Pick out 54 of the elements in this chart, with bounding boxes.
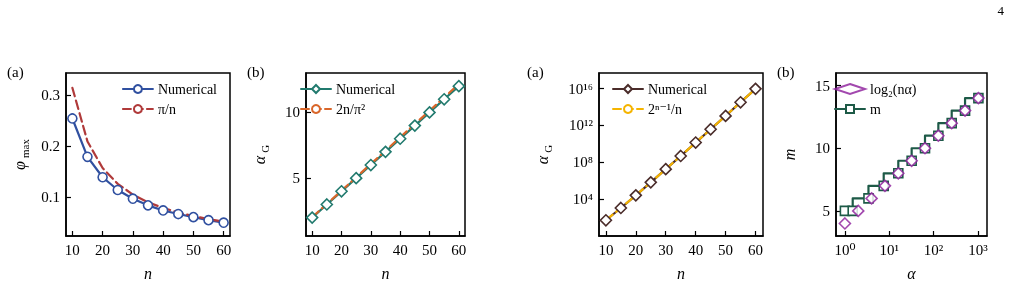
x-tick-label: 60 <box>216 241 232 258</box>
legend-label: m <box>870 101 881 117</box>
x-axis-title: n <box>144 264 152 282</box>
chart-title: (a) <box>527 63 544 81</box>
x-tick-label: 30 <box>363 241 379 258</box>
y-tick-label: 10⁸ <box>572 154 593 171</box>
y-tick-label: 0.3 <box>41 86 60 103</box>
y-tick-label: 10¹⁶ <box>568 80 593 97</box>
x-tick-label: 40 <box>688 241 704 258</box>
x-axis-title: n <box>677 264 685 282</box>
legend-label: Numerical <box>157 81 218 97</box>
y-tick-label: 5 <box>822 202 830 219</box>
x-tick-label: 10⁰ <box>834 241 856 258</box>
x-tick-label: 30 <box>125 241 141 258</box>
x-tick-label: 50 <box>422 241 437 258</box>
x-tick-label: 10 <box>304 241 320 258</box>
x-tick-label: 20 <box>95 241 111 258</box>
legend-label: Numerical <box>648 81 708 97</box>
legend-label: 2ⁿ⁻¹/n <box>648 101 682 117</box>
x-tick-label: 40 <box>155 241 171 258</box>
x-tick-label: 10¹ <box>879 241 899 258</box>
legend-label: Numerical <box>336 81 396 97</box>
x-tick-label: 30 <box>658 241 674 258</box>
x-tick-label: 10 <box>598 241 614 258</box>
y-axis-title: αG <box>533 144 554 165</box>
x-axis-title: α <box>907 264 917 282</box>
x-tick-label: 60 <box>748 241 764 258</box>
x-tick-label: 60 <box>451 241 467 258</box>
text: 4 <box>997 3 1005 18</box>
x-tick-label: 10² <box>923 241 944 258</box>
y-axis-title: m <box>780 148 798 161</box>
y-tick-label: 15 <box>815 77 830 94</box>
legend-label: π/n <box>157 101 176 117</box>
x-tick-label: 20 <box>334 241 349 258</box>
x-tick-label: 20 <box>628 241 644 258</box>
y-tick-label: 10¹² <box>569 117 594 134</box>
y-axis-title: αG <box>250 144 271 165</box>
x-axis-title: n <box>381 264 390 282</box>
y-tick-label: 5 <box>292 170 300 187</box>
legend-label: 2n/π² <box>336 101 366 117</box>
x-tick-label: 10 <box>64 241 80 258</box>
chart-title: (a) <box>7 63 24 81</box>
legend-label: log₂(nα) <box>870 81 917 98</box>
chart-title: (b) <box>247 63 265 81</box>
y-tick-label: 0.1 <box>41 189 60 206</box>
x-tick-label: 50 <box>185 241 201 258</box>
y-tick-label: 0.2 <box>41 138 60 155</box>
x-tick-label: 40 <box>392 241 408 258</box>
x-tick-label: 50 <box>718 241 734 258</box>
y-tick-label: 10 <box>815 140 830 157</box>
chart-title: (b) <box>777 63 795 81</box>
y-tick-label: 10⁴ <box>572 191 593 208</box>
y-axis-title: φmax <box>10 138 31 170</box>
x-tick-label: 10³ <box>968 241 989 258</box>
